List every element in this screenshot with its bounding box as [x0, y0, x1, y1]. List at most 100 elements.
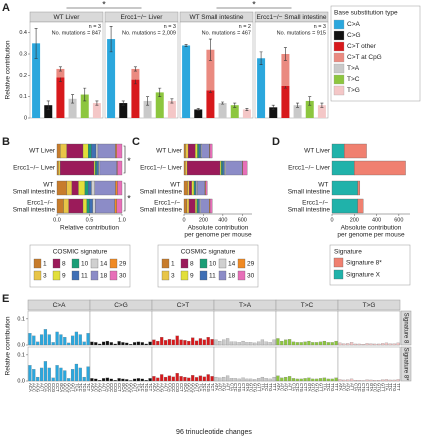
legend-swatch [161, 258, 170, 269]
error-bar [46, 100, 50, 110]
bar [39, 334, 44, 346]
category-label: WT Liver [156, 148, 183, 155]
bar [179, 376, 183, 382]
bar-segment [196, 180, 198, 196]
significance-bracket [123, 182, 126, 212]
bar [369, 343, 373, 346]
bar-segment [78, 180, 86, 196]
bar [98, 343, 102, 346]
error-bar [296, 102, 300, 108]
legend-swatch [333, 74, 345, 85]
bar [43, 329, 48, 346]
bar [388, 379, 392, 382]
legend-swatch [333, 85, 345, 96]
x-tick-label: GCC [63, 383, 68, 392]
bar [121, 378, 125, 382]
bar-segment [183, 143, 186, 159]
bar [396, 379, 400, 382]
error-bar [170, 98, 174, 104]
bar-segment [115, 143, 117, 159]
bar-segment [88, 180, 92, 196]
x-tick-label: CTA [291, 383, 296, 391]
error-bar [233, 102, 237, 108]
bar [94, 378, 98, 382]
bar [140, 378, 144, 382]
bar-segment [197, 143, 200, 159]
x-tick-label: CTG [237, 383, 242, 392]
bar [299, 378, 303, 382]
bar [241, 340, 245, 346]
bar-segment [66, 180, 73, 196]
bar [346, 343, 350, 346]
x-axis-label: 96 trinucleotide changes [176, 429, 252, 436]
legend-swatch [71, 258, 80, 269]
bar [32, 43, 41, 119]
bar [194, 377, 199, 382]
legend-swatch [333, 63, 345, 74]
legend-label: C>T other [347, 43, 377, 50]
x-tick-label: ATT [225, 383, 230, 391]
bar-segment [56, 180, 67, 196]
x-tick-label: CTG [361, 383, 366, 392]
bar [361, 380, 365, 382]
legend-swatch [333, 257, 344, 268]
category-label: WT Small intestine [140, 181, 183, 195]
bar [256, 341, 261, 346]
bar-segment [219, 160, 222, 176]
error-bar [83, 87, 87, 102]
bar [55, 331, 59, 346]
legend-label: 29 [247, 261, 255, 268]
bar [315, 342, 319, 346]
bar [373, 380, 377, 382]
bar [388, 343, 392, 346]
legend-label: 30 [247, 273, 255, 280]
bar-segment [115, 180, 118, 196]
x-tick-label: ATG [284, 383, 289, 391]
facet-title: C>A [53, 302, 66, 309]
bar-segment [183, 198, 187, 214]
bar-segment [331, 143, 345, 159]
bar [365, 343, 369, 346]
facet-panel [89, 346, 153, 382]
legend-label: 10 [81, 261, 89, 268]
facet-title: C>G [114, 302, 128, 309]
bar-segment [84, 180, 89, 196]
facet-title: T>C [301, 302, 314, 309]
bar [315, 378, 319, 382]
bar-segment [92, 198, 96, 214]
facet-panel [179, 21, 254, 119]
legend-label: 1 [43, 261, 47, 268]
bar [291, 341, 296, 346]
bar [132, 342, 137, 346]
bar [380, 379, 385, 382]
facet-strip [337, 299, 401, 311]
x-axis-label: per genome per mouse [184, 232, 252, 239]
bar [109, 378, 113, 382]
bar [68, 98, 77, 118]
bar [119, 103, 128, 118]
bar [90, 341, 94, 346]
facet-title: Ercc1−/− Small intestine [256, 14, 326, 21]
bar [125, 379, 129, 382]
x-tick-label: TCC [140, 383, 145, 392]
facet-panel [213, 346, 277, 382]
legend-label: 14 [228, 261, 236, 268]
bar-segment [56, 160, 59, 176]
legend-title: COSMIC signature [181, 249, 236, 256]
x-tick-label: ATA [338, 383, 343, 391]
bar [245, 342, 249, 346]
bar [268, 342, 272, 346]
x-tick-label: CTT [241, 383, 246, 392]
legend-swatch [237, 270, 246, 281]
bar [377, 380, 381, 382]
bar [322, 340, 327, 346]
x-tick-label: GTT [256, 383, 261, 392]
bar [272, 376, 276, 382]
facet-title: WT Liver [54, 14, 81, 21]
bar [222, 376, 226, 382]
legend-box [29, 244, 131, 288]
bar-segment [188, 143, 196, 159]
legend-label: Signature X [346, 272, 381, 279]
bar [143, 100, 152, 118]
bar [78, 334, 82, 346]
